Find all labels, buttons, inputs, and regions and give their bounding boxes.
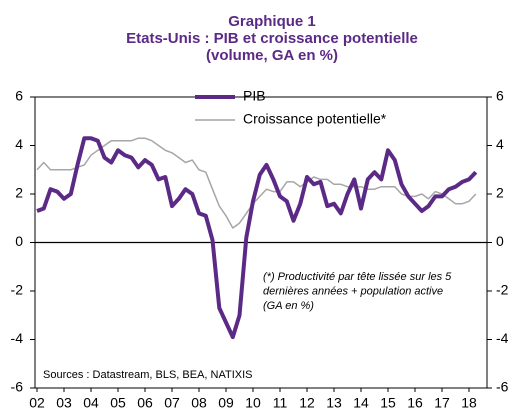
x-tick-label: 12 — [299, 395, 315, 411]
y2-tick-label: -6 — [496, 379, 509, 395]
x-tick-label: 08 — [191, 395, 207, 411]
series-line — [36, 137, 477, 229]
x-tick-label: 02 — [29, 395, 45, 411]
annotation: (*) Productivité par tête lissée sur les… — [263, 271, 452, 283]
x-tick-label: 16 — [407, 395, 423, 411]
x-tick-label: 13 — [326, 395, 342, 411]
chart-title: (volume, GA en %) — [206, 47, 338, 64]
series-line — [36, 136, 478, 340]
y-tick-label: -4 — [11, 330, 24, 346]
x-tick-label: 07 — [164, 395, 180, 411]
x-tick-label: 04 — [83, 395, 99, 411]
x-tick-label: 03 — [56, 395, 72, 411]
legend-label: Croissance potentielle* — [243, 111, 387, 127]
x-tick-label: 17 — [434, 395, 450, 411]
y2-tick-label: 6 — [496, 88, 504, 104]
y2-tick-label: 4 — [496, 136, 504, 152]
x-tick-label: 06 — [137, 395, 153, 411]
x-tick-label: 09 — [218, 395, 234, 411]
chart-title: Etats-Unis : PIB et croissance potentiel… — [126, 30, 418, 47]
x-tick-label: 18 — [461, 395, 477, 411]
legend-label: PIB — [243, 88, 266, 104]
y-tick-label: 0 — [15, 233, 23, 249]
annotation: dernières années + population active — [263, 285, 443, 297]
chart-title: Graphique 1 — [228, 13, 316, 30]
y2-tick-label: -2 — [496, 282, 509, 298]
source: Sources : Datastream, BLS, BEA, NATIXIS — [43, 369, 252, 381]
y2-tick-label: 2 — [496, 185, 504, 201]
y-tick-label: -2 — [11, 282, 24, 298]
x-tick-label: 05 — [110, 395, 126, 411]
x-tick-label: 11 — [273, 395, 288, 411]
x-tick-label: 14 — [353, 395, 369, 411]
x-tick-label: 10 — [245, 395, 261, 411]
y-tick-label: 2 — [15, 185, 23, 201]
y2-tick-label: 0 — [496, 233, 504, 249]
annotation: (GA en %) — [263, 300, 314, 312]
y-tick-label: 6 — [15, 88, 23, 104]
x-tick-label: 15 — [380, 395, 396, 411]
y-tick-label: -6 — [11, 379, 24, 395]
y2-tick-label: -4 — [496, 330, 509, 346]
y-tick-label: 4 — [15, 136, 23, 152]
